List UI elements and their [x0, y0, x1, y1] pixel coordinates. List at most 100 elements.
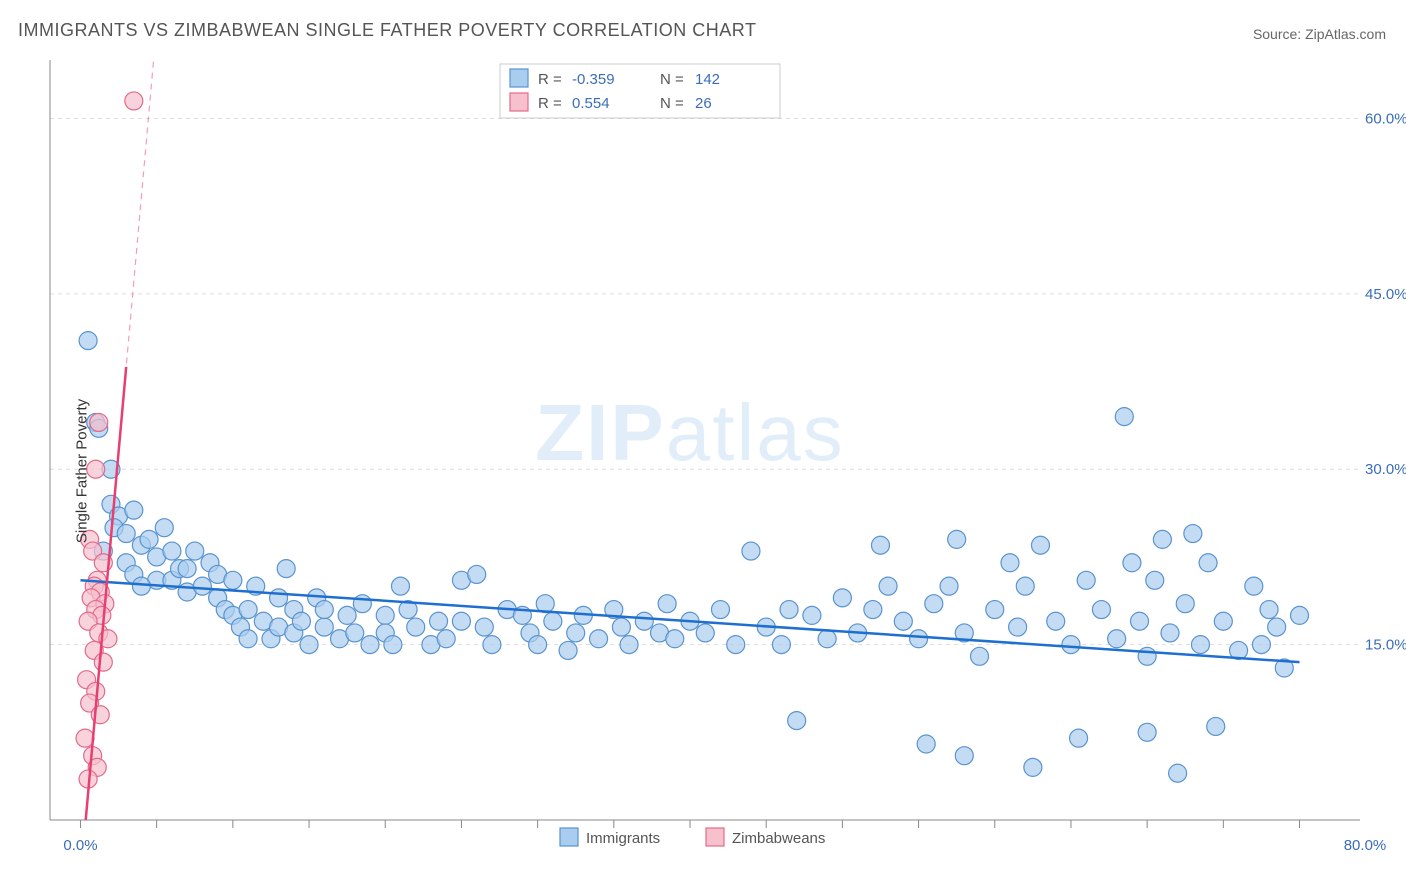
data-point	[1260, 601, 1278, 619]
data-point	[620, 636, 638, 654]
y-axis-label: Single Father Poverty	[74, 399, 91, 543]
y-tick-label: 45.0%	[1365, 286, 1406, 303]
data-point	[1070, 729, 1088, 747]
data-point	[346, 624, 364, 642]
data-point	[452, 612, 470, 630]
source-attribution: Source: ZipAtlas.com	[1253, 26, 1386, 42]
data-point	[315, 601, 333, 619]
data-point	[239, 601, 257, 619]
data-point	[864, 601, 882, 619]
data-point	[559, 641, 577, 659]
data-point	[871, 536, 889, 554]
bottom-legend-swatch	[706, 828, 724, 846]
data-point	[612, 618, 630, 636]
data-point	[1199, 554, 1217, 572]
legend-n-value: 142	[695, 71, 720, 88]
data-point	[292, 612, 310, 630]
data-point	[1169, 764, 1187, 782]
correlation-chart: 15.0%30.0%45.0%60.0%ZIPatlas0.0%80.0%R =…	[0, 50, 1406, 892]
y-tick-label: 30.0%	[1365, 461, 1406, 478]
data-point	[193, 577, 211, 595]
data-point	[384, 636, 402, 654]
data-point	[1161, 624, 1179, 642]
data-point	[155, 519, 173, 537]
data-point	[1184, 525, 1202, 543]
data-point	[666, 630, 684, 648]
data-point	[90, 413, 108, 431]
data-point	[1077, 571, 1095, 589]
watermark: ZIPatlas	[535, 388, 844, 477]
legend-r-label: R =	[538, 71, 562, 88]
data-point	[391, 577, 409, 595]
data-point	[1031, 536, 1049, 554]
data-point	[1024, 758, 1042, 776]
data-point	[277, 560, 295, 578]
data-point	[727, 636, 745, 654]
data-point	[1207, 717, 1225, 735]
data-point	[635, 612, 653, 630]
data-point	[1245, 577, 1263, 595]
data-point	[772, 636, 790, 654]
data-point	[407, 618, 425, 636]
data-point	[117, 525, 135, 543]
data-point	[1131, 612, 1149, 630]
data-point	[178, 560, 196, 578]
data-point	[780, 601, 798, 619]
data-point	[894, 612, 912, 630]
data-point	[955, 747, 973, 765]
data-point	[986, 601, 1004, 619]
bottom-legend-label: Immigrants	[586, 830, 660, 847]
data-point	[1138, 723, 1156, 741]
data-point	[971, 647, 989, 665]
data-point	[125, 501, 143, 519]
data-point	[590, 630, 608, 648]
data-point	[186, 542, 204, 560]
data-point	[1016, 577, 1034, 595]
data-point	[940, 577, 958, 595]
chart-title: IMMIGRANTS VS ZIMBABWEAN SINGLE FATHER P…	[18, 20, 756, 41]
data-point	[803, 606, 821, 624]
data-point	[1191, 636, 1209, 654]
data-point	[361, 636, 379, 654]
data-point	[300, 636, 318, 654]
data-point	[353, 595, 371, 613]
legend-swatch	[510, 69, 528, 87]
data-point	[879, 577, 897, 595]
data-point	[338, 606, 356, 624]
data-point	[910, 630, 928, 648]
data-point	[917, 735, 935, 753]
data-point	[529, 636, 547, 654]
y-tick-label: 15.0%	[1365, 637, 1406, 654]
data-point	[1115, 408, 1133, 426]
legend-r-value: -0.359	[572, 71, 615, 88]
data-point	[1268, 618, 1286, 636]
source-name: ZipAtlas.com	[1305, 26, 1386, 42]
data-point	[696, 624, 714, 642]
data-point	[475, 618, 493, 636]
data-point	[140, 530, 158, 548]
data-point	[1146, 571, 1164, 589]
data-point	[818, 630, 836, 648]
data-point	[79, 332, 97, 350]
data-point	[925, 595, 943, 613]
data-point	[1176, 595, 1194, 613]
data-point	[468, 565, 486, 583]
data-point	[270, 589, 288, 607]
legend-n-value: 26	[695, 95, 712, 112]
data-point	[711, 601, 729, 619]
data-point	[239, 630, 257, 648]
data-point	[1009, 618, 1027, 636]
data-point	[224, 571, 242, 589]
data-point	[315, 618, 333, 636]
data-point	[567, 624, 585, 642]
source-label: Source:	[1253, 26, 1305, 42]
data-point	[544, 612, 562, 630]
data-point	[788, 712, 806, 730]
legend-r-label: R =	[538, 95, 562, 112]
data-point	[1252, 636, 1270, 654]
data-point	[483, 636, 501, 654]
data-point	[1092, 601, 1110, 619]
bottom-legend-label: Zimbabweans	[732, 830, 825, 847]
data-point	[132, 577, 150, 595]
data-point	[1062, 636, 1080, 654]
